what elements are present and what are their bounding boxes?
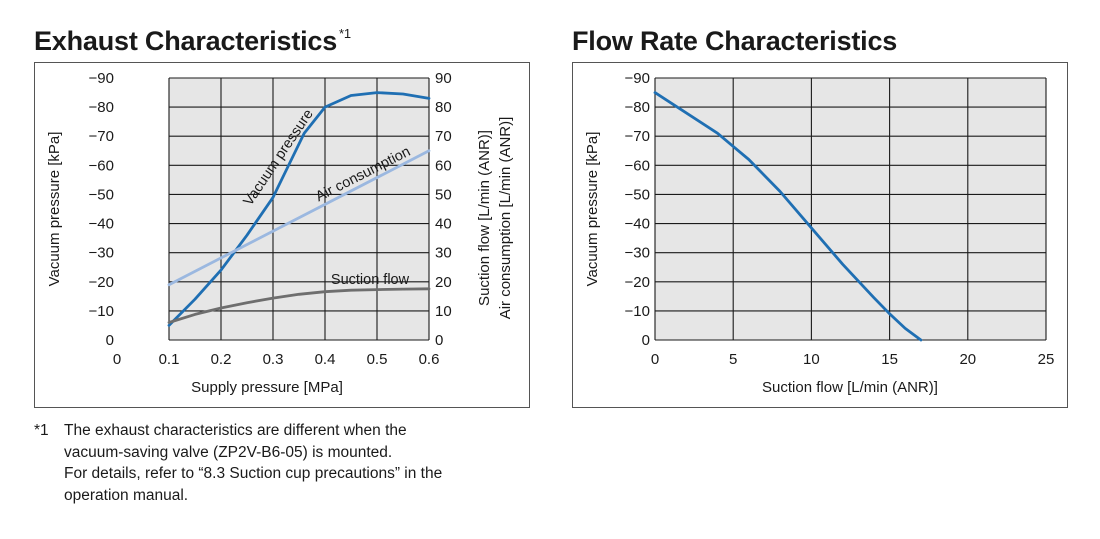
flow-rate-title: Flow Rate Characteristics xyxy=(572,26,897,57)
x-tick-label: 0 xyxy=(651,351,659,368)
flow-rate-title-text: Flow Rate Characteristics xyxy=(572,26,898,56)
y2-tick-label: 90 xyxy=(435,70,452,87)
x-tick-label: 25 xyxy=(1038,351,1055,368)
x-tick-label: 0.1 xyxy=(159,351,180,368)
footnote-line: operation manual. xyxy=(64,486,189,504)
y2-tick-label: 50 xyxy=(435,186,452,203)
exhaust-plot-area xyxy=(169,78,429,340)
y2-tick-label: 20 xyxy=(435,274,452,291)
y-tick-label: −60 xyxy=(89,157,114,174)
exhaust-title-text: Exhaust Characteristics xyxy=(34,26,338,56)
y-tick-label: 0 xyxy=(106,332,114,349)
y-tick-label: −10 xyxy=(89,303,114,320)
exhaust-chart: 0 0.1 0.2 0.3 0.4 0.5 0.6 0 −10 −20 −30 −40 −50 −60 −7… xyxy=(46,70,514,396)
y-tick-label: −40 xyxy=(625,216,650,233)
y2-tick-label: 10 xyxy=(435,303,452,320)
exhaust-title: Exhaust Characteristics *1 xyxy=(34,26,351,57)
y-tick-label: −80 xyxy=(89,99,114,116)
y2-tick-label: 70 xyxy=(435,128,452,145)
y-tick-label: −70 xyxy=(89,128,114,145)
y-tick-label: −90 xyxy=(625,70,650,87)
footnote: *1 The exhaust characteristics are diffe… xyxy=(34,420,554,506)
y-tick-label: −40 xyxy=(89,216,114,233)
y2-tick-label: 80 xyxy=(435,99,452,116)
x-tick-label: 20 xyxy=(959,351,976,368)
x-tick-label: 0.6 xyxy=(419,351,440,368)
footnote-body: The exhaust characteristics are differen… xyxy=(64,420,554,506)
suction-flow-line xyxy=(167,287,431,324)
exhaust-title-note: *1 xyxy=(339,26,351,41)
footnote-mark: *1 xyxy=(34,422,49,439)
y2-tick-label: 30 xyxy=(435,245,452,262)
y-tick-label: −80 xyxy=(625,99,650,116)
y-tick-label: −90 xyxy=(89,70,114,87)
y-tick-label: −30 xyxy=(625,245,650,262)
y-tick-label: 0 xyxy=(642,332,650,349)
y2-tick-label: 0 xyxy=(435,332,443,349)
flow-rate-x-axis-label: Suction flow [L/min (ANR)] xyxy=(762,379,938,396)
series-line xyxy=(653,91,923,342)
exhaust-y2-axis-label-1: Suction flow [L/min (ANR)] xyxy=(476,130,493,306)
exhaust-x-axis-label: Supply pressure [MPa] xyxy=(191,379,343,396)
y-tick-label: −60 xyxy=(625,157,650,174)
x-tick-label: 0.3 xyxy=(263,351,284,368)
y-tick-label: −10 xyxy=(625,303,650,320)
x-tick-label: 15 xyxy=(881,351,898,368)
flow-rate-chart: 0 5 10 15 20 25 0 −10 −20 −30 −40 −50 −60 −70 −80 −90 S… xyxy=(584,70,1055,396)
y-tick-label: −30 xyxy=(89,245,114,262)
flow-rate-plot-area xyxy=(655,78,1046,340)
x-tick-label: 0.4 xyxy=(315,351,336,368)
x-tick-label: 0.5 xyxy=(367,351,388,368)
x-tick-label: 0 xyxy=(113,351,121,368)
y-tick-label: −70 xyxy=(625,128,650,145)
air-consumption-line xyxy=(167,149,431,287)
y-tick-label: −50 xyxy=(89,186,114,203)
y-tick-label: −20 xyxy=(625,274,650,291)
flow-rate-y-axis-label: Vacuum pressure [kPa] xyxy=(584,132,601,287)
footnote-line: For details, refer to “8.3 Suction cup p… xyxy=(64,465,443,482)
x-tick-label: 10 xyxy=(803,351,820,368)
footnote-line: The exhaust characteristics are differen… xyxy=(64,422,407,439)
y2-tick-label: 40 xyxy=(435,216,452,233)
y2-tick-label: 60 xyxy=(435,157,452,174)
label-suction-flow: Suction flow xyxy=(331,272,410,288)
vacuum-pressure-line xyxy=(167,91,431,327)
exhaust-y2-axis-label-2: Air consumption [L/min (ANR)] xyxy=(497,117,514,320)
y-tick-label: −20 xyxy=(89,274,114,291)
y-tick-label: −50 xyxy=(625,186,650,203)
exhaust-y-axis-label: Vacuum pressure [kPa] xyxy=(46,132,63,287)
footnote-line: vacuum-saving valve (ZP2V-B6-05) is moun… xyxy=(64,443,393,461)
x-tick-label: 0.2 xyxy=(211,351,232,368)
x-tick-label: 5 xyxy=(729,351,737,368)
